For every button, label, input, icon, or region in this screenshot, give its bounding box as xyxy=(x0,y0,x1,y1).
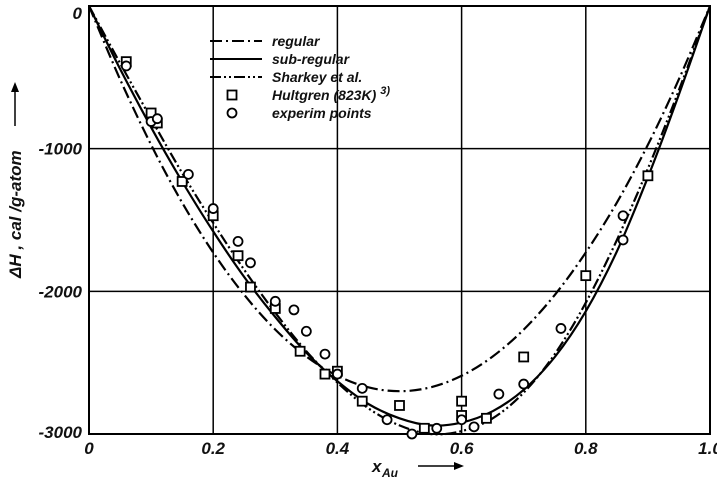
legend-item-sharkey-et-al: Sharkey et al. xyxy=(210,69,362,85)
x-tick-label: 0.6 xyxy=(450,439,474,458)
data-point-experim-points xyxy=(182,168,194,180)
legend-label: Sharkey et al. xyxy=(272,69,362,85)
data-point-hultgren-823k xyxy=(481,412,492,424)
legend-item-hultgren-823k: Hultgren (823K) 3) xyxy=(226,85,390,103)
legend-item-sub-regular: sub-regular xyxy=(210,51,351,67)
legend-marker-hultgren-823k xyxy=(226,89,238,101)
data-point-hultgren-823k xyxy=(580,270,592,282)
legend-label: Hultgren (823K) 3) xyxy=(272,85,390,103)
x-axis-label-main: x xyxy=(371,457,383,476)
legend-label: regular xyxy=(272,33,321,49)
data-point-experim-points xyxy=(288,304,300,316)
x-tick-label: 1.0 xyxy=(698,439,717,458)
x-axis-label-subscript: Au xyxy=(381,466,399,480)
data-point-hultgren-823k xyxy=(456,395,468,407)
series-line-sharkey-et-al xyxy=(88,5,712,436)
y-tick-label: -3000 xyxy=(39,423,83,442)
plot-frame xyxy=(88,5,711,435)
legend: regular sub-regular Sharkey et al.Hultgren… xyxy=(210,33,390,121)
x-tick-label: 0.4 xyxy=(326,439,350,458)
data-point-experim-points xyxy=(232,235,244,247)
data-point-experim-points xyxy=(518,378,530,390)
data-point-experim-points xyxy=(151,113,163,125)
data-point-hultgren-823k xyxy=(418,422,430,434)
data-point-experim-points xyxy=(245,257,256,269)
data-point-hultgren-823k xyxy=(518,351,530,363)
x-tick-label: 0 xyxy=(84,439,94,458)
data-point-experim-points xyxy=(300,325,312,337)
series-line-sub-regular xyxy=(88,5,712,427)
x-axis-arrow-head xyxy=(454,462,464,470)
data-point-experim-points xyxy=(493,388,505,400)
y-tick-label: -2000 xyxy=(39,282,83,301)
data-point-experim-points xyxy=(555,323,567,334)
data-point-experim-points xyxy=(120,60,132,72)
x-tick-label: 0.2 xyxy=(201,439,225,458)
series-lines xyxy=(87,5,712,436)
data-point-experim-points xyxy=(269,295,281,307)
data-point-experim-points xyxy=(617,210,629,222)
data-point-experim-points xyxy=(331,368,343,380)
grid xyxy=(89,6,710,434)
data-point-hultgren-823k xyxy=(319,368,331,380)
data-point-experim-points xyxy=(319,348,331,360)
data-point-hultgren-823k xyxy=(245,281,256,293)
data-point-hultgren-823k xyxy=(176,176,188,187)
data-point-hultgren-823k xyxy=(294,345,306,357)
data-point-experim-points xyxy=(468,421,480,433)
data-point-hultgren-823k xyxy=(232,250,244,262)
y-axis-arrow-head xyxy=(11,82,19,92)
series-line-regular xyxy=(87,5,712,393)
data-point-experim-points xyxy=(617,234,629,246)
data-point-experim-points xyxy=(456,414,468,426)
data-point-experim-points xyxy=(406,428,418,440)
legend-label: sub-regular xyxy=(272,51,351,67)
series-markers xyxy=(120,56,654,440)
x-axis-tick-labels: 0 0.2 0.4 0.6 0.8 1.0 xyxy=(84,439,717,458)
data-point-experim-points xyxy=(381,414,393,426)
data-point-hultgren-823k xyxy=(642,170,654,182)
legend-marker-experim-points xyxy=(226,107,238,119)
data-point-hultgren-823k xyxy=(394,400,405,411)
legend-item-regular: regular xyxy=(210,33,321,49)
x-tick-label: 0.8 xyxy=(574,439,598,458)
data-point-experim-points xyxy=(431,422,443,434)
y-tick-label: 0 xyxy=(73,4,83,23)
x-axis-label: x Au xyxy=(371,457,464,480)
y-tick-label: -1000 xyxy=(39,140,83,159)
data-point-experim-points xyxy=(356,382,368,394)
data-point-experim-points xyxy=(207,203,219,214)
legend-label: experim points xyxy=(272,105,372,121)
y-axis-label: ΔH , cal /g-atom xyxy=(6,82,25,279)
y-axis-label-text: ΔH , cal /g-atom xyxy=(6,150,25,279)
data-point-hultgren-823k xyxy=(356,395,368,407)
y-axis-tick-labels: 0 -1000 -2000 -3000 xyxy=(39,4,83,442)
legend-item-experim-points: experim points xyxy=(226,105,372,121)
